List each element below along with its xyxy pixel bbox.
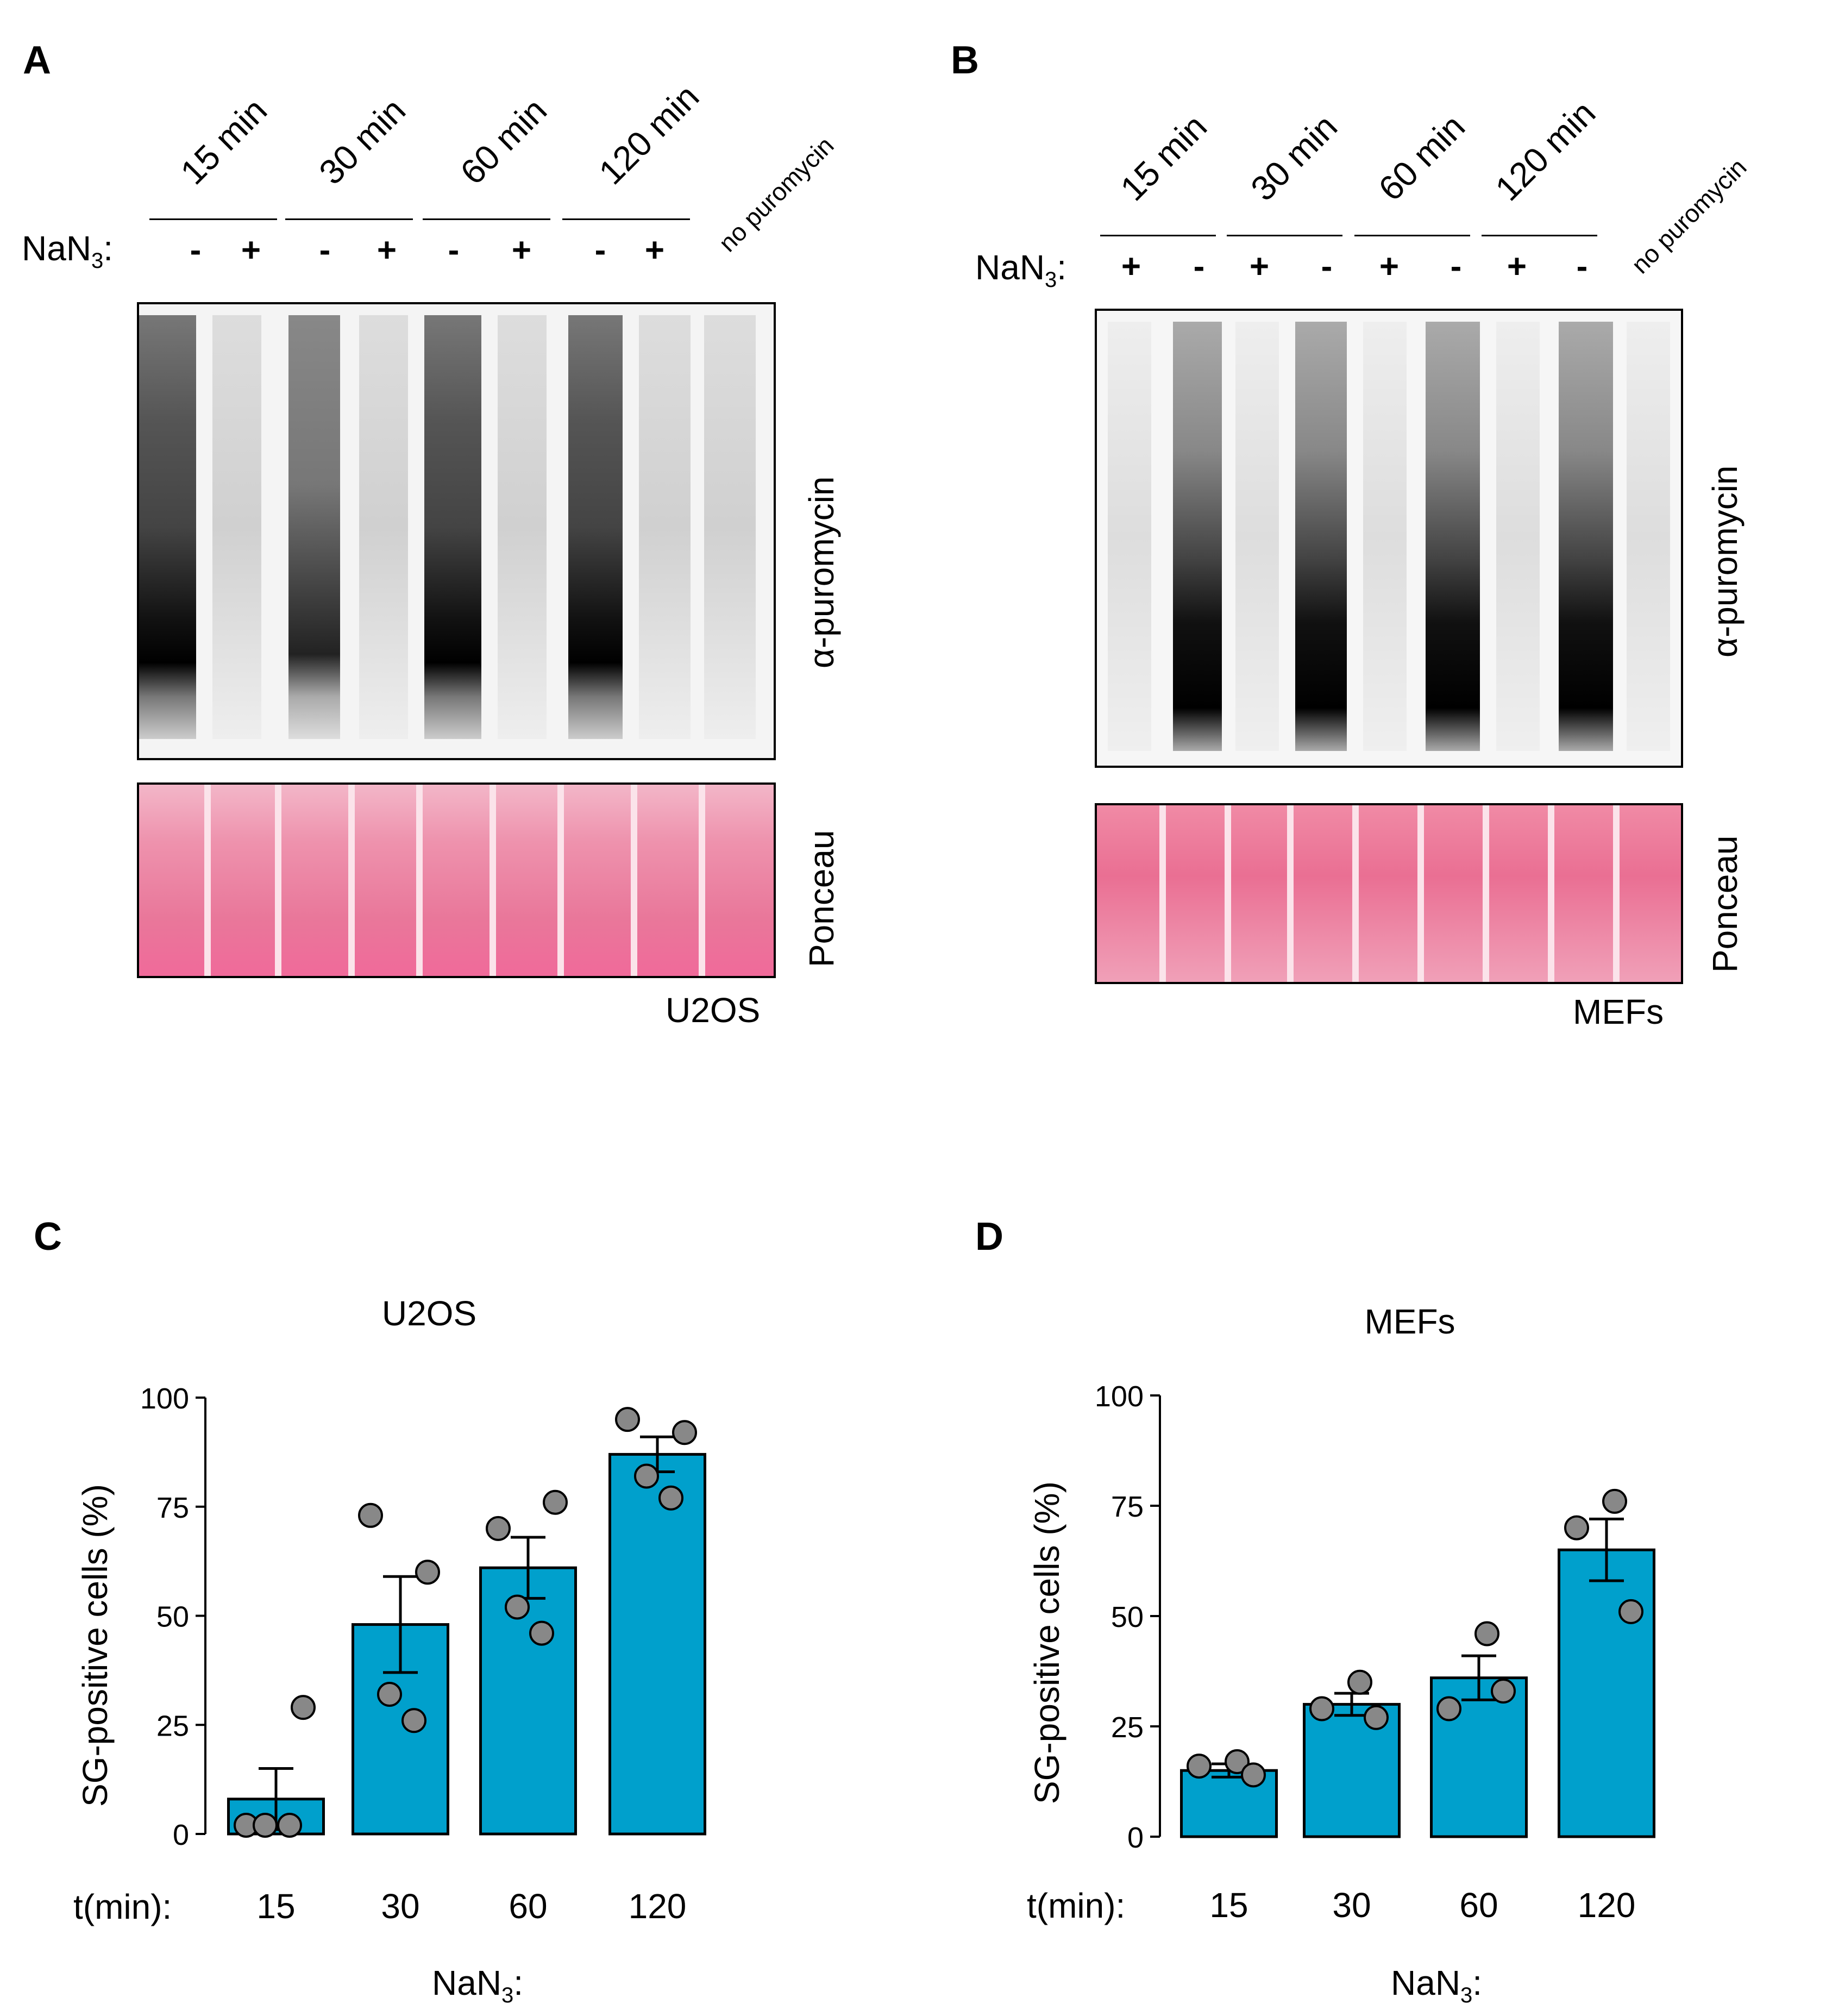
x-axis-title-d: NaN3: (1391, 1963, 1483, 2007)
chart-title-d: MEFs (1364, 1302, 1455, 1341)
data-point-60 (1474, 1621, 1499, 1646)
sign-b-2: - (1193, 248, 1205, 285)
data-point-15 (291, 1695, 316, 1720)
panel-letter-c: C (34, 1215, 62, 1259)
puromycin-blot-a (137, 302, 776, 760)
data-point-60 (529, 1620, 554, 1646)
sign-a-4: + (377, 231, 397, 269)
data-point-30 (1309, 1696, 1334, 1721)
y-tick-label: 100 (140, 1382, 189, 1415)
ponceau-blot-b (1095, 803, 1683, 984)
x-prefix-label-d: t(min): (1027, 1886, 1126, 1925)
data-point-120 (634, 1463, 659, 1489)
x-tick-label: 15 (1209, 1886, 1248, 1925)
data-point-120 (1602, 1488, 1627, 1514)
sign-b-6: - (1450, 248, 1462, 285)
group-line-b-3 (1354, 235, 1470, 236)
x-tick-label: 120 (629, 1887, 687, 1926)
cell-line-label-a: U2OS (666, 991, 761, 1030)
sign-b-7: + (1507, 248, 1527, 285)
sign-a-1: - (190, 231, 202, 269)
panel-letter-b: B (951, 39, 979, 82)
data-point-30 (401, 1708, 426, 1733)
y-tick-label: 0 (1127, 1821, 1144, 1854)
data-point-120 (658, 1485, 683, 1511)
bar-chart-c: 0 25 50 75 100 15 30 60 120 (140, 1382, 706, 1926)
group-line-b-4 (1482, 235, 1597, 236)
cell-line-label-b: MEFs (1573, 992, 1664, 1031)
data-point-30 (377, 1682, 402, 1707)
data-point-15 (253, 1812, 278, 1838)
nan3-label-a: NaN3: (22, 229, 114, 273)
data-point-60 (486, 1516, 511, 1541)
sign-b-3: + (1249, 248, 1270, 285)
sign-b-4: - (1321, 248, 1333, 285)
data-point-120 (1618, 1599, 1643, 1624)
group-line-b-1 (1100, 235, 1216, 236)
ponceau-blot-a (137, 782, 776, 978)
x-tick-label: 30 (1332, 1886, 1371, 1925)
data-point-120 (672, 1420, 697, 1445)
panel-letter-a: A (23, 39, 51, 82)
x-tick-label: 30 (381, 1887, 419, 1926)
data-point-120 (615, 1407, 640, 1432)
data-point-60 (505, 1594, 530, 1620)
group-line-b-2 (1227, 235, 1342, 236)
sign-a-8: + (644, 231, 665, 269)
data-point-15 (277, 1812, 302, 1838)
data-point-15 (1187, 1754, 1212, 1779)
sign-a-7: - (594, 231, 606, 269)
y-tick-label: 75 (156, 1492, 189, 1524)
bar-120 (608, 1452, 706, 1836)
data-point-60 (1491, 1679, 1516, 1704)
x-tick-label: 120 (1578, 1886, 1636, 1925)
group-line-a-3 (423, 218, 550, 220)
blot-image-b (1097, 311, 1681, 766)
x-axis-title-c: NaN3: (432, 1963, 524, 2007)
data-point-120 (1564, 1515, 1589, 1541)
sign-a-2: + (241, 231, 261, 269)
sign-a-5: - (448, 231, 460, 269)
sign-b-8: - (1576, 248, 1588, 285)
data-point-30 (358, 1502, 383, 1528)
group-line-a-2 (285, 218, 413, 220)
ponceau-image-a (139, 785, 774, 976)
x-prefix-label-c: t(min): (73, 1887, 172, 1926)
blot-image-a (139, 304, 774, 758)
panel-letter-d: D (975, 1215, 1003, 1259)
sign-b-5: + (1379, 248, 1400, 285)
ponceau-image-b (1097, 805, 1681, 982)
data-point-30 (1347, 1669, 1372, 1695)
x-tick-label: 15 (256, 1887, 295, 1926)
sign-b-1: + (1121, 248, 1141, 285)
puromycin-blot-b (1095, 309, 1683, 768)
y-tick-label: 0 (173, 1819, 189, 1851)
data-point-30 (1364, 1705, 1389, 1730)
data-point-60 (543, 1489, 568, 1515)
data-point-15 (1241, 1762, 1266, 1788)
data-point-60 (1436, 1696, 1461, 1721)
sign-a-6: + (511, 231, 532, 269)
y-tick-label: 50 (156, 1601, 189, 1633)
data-point-15 (1225, 1749, 1250, 1774)
y-tick-label: 100 (1095, 1380, 1144, 1413)
sign-a-3: - (319, 231, 331, 269)
bar-120 (1558, 1548, 1655, 1838)
y-tick-label: 50 (1111, 1601, 1144, 1633)
chart-title-c: U2OS (381, 1294, 477, 1333)
y-tick-label: 75 (1111, 1491, 1144, 1523)
x-tick-label: 60 (509, 1887, 547, 1926)
x-tick-label: 60 (1459, 1886, 1498, 1925)
group-line-a-1 (149, 218, 277, 220)
nan3-label-b: NaN3: (975, 248, 1067, 292)
group-line-a-4 (562, 218, 690, 220)
y-tick-label: 25 (156, 1710, 189, 1742)
data-point-30 (415, 1560, 440, 1585)
y-tick-label: 25 (1111, 1711, 1144, 1744)
